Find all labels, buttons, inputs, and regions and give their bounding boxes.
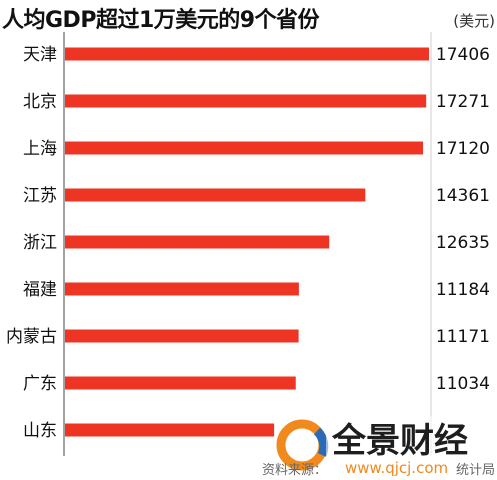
watermark-backdrop [326, 416, 497, 464]
category-label-4: 江苏 [23, 186, 57, 206]
watermark-url: www.qjcj.com [345, 459, 448, 477]
category-label-5: 浙江 [23, 233, 57, 253]
chart-title: 人均GDP超过1万美元的9个省份 [2, 8, 320, 33]
value-label-1: 17406 [436, 45, 490, 65]
value-label-4: 14361 [436, 186, 490, 206]
bar-3 [65, 141, 424, 155]
watermark-brand: 全景财经 [331, 421, 468, 461]
category-label-6: 福建 [23, 280, 57, 300]
value-label-2: 17271 [436, 92, 490, 112]
category-label-9: 山东 [23, 421, 57, 441]
value-label-6: 11184 [436, 280, 490, 300]
category-label-1: 天津 [23, 45, 57, 65]
unit-label: (美元) [453, 12, 495, 30]
bar-6 [65, 282, 299, 296]
source-note-tail: 统计局 [456, 463, 495, 478]
value-label-3: 17120 [436, 139, 490, 159]
source-note-fragment: 资料来源： [262, 463, 327, 478]
category-label-7: 内蒙古 [6, 327, 57, 347]
value-label-7: 11171 [436, 327, 490, 347]
bar-1 [65, 47, 429, 61]
bar-4 [65, 188, 366, 202]
logo-ring-orange [276, 419, 328, 471]
bar-2 [65, 94, 427, 108]
logo-ring-blue [313, 427, 329, 457]
bar-8 [65, 376, 296, 390]
category-label-3: 上海 [23, 139, 57, 159]
value-label-8: 11034 [436, 374, 490, 394]
category-label-8: 广东 [23, 374, 57, 394]
bar-7 [65, 329, 299, 343]
value-label-5: 12635 [436, 233, 490, 253]
bar-9 [65, 423, 275, 437]
category-label-2: 北京 [23, 92, 57, 112]
bar-5 [65, 235, 330, 249]
